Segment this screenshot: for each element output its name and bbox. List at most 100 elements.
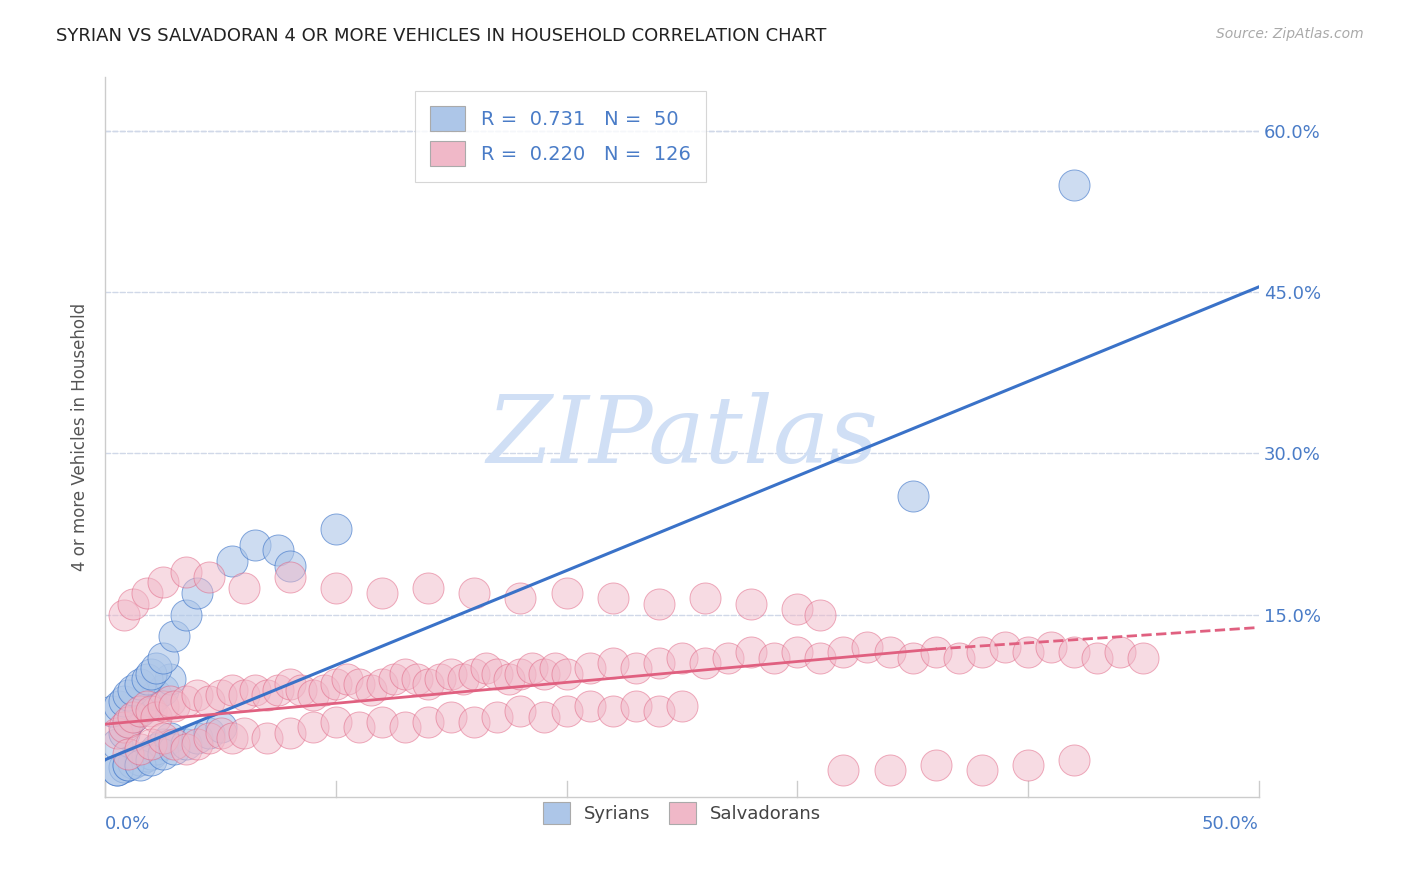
Point: [1063, 178, 1085, 192]
Point: [152, 731, 174, 746]
Point: [105, 737, 128, 751]
Point: [278, 725, 301, 739]
Legend: Syrians, Salvadorans: Syrians, Salvadorans: [536, 795, 828, 831]
Point: [347, 720, 370, 734]
Point: [159, 672, 181, 686]
Point: [302, 720, 325, 734]
Point: [360, 682, 382, 697]
Point: [440, 666, 463, 681]
Point: [1040, 640, 1063, 654]
Point: [693, 591, 716, 606]
Point: [509, 704, 531, 718]
Point: [544, 661, 567, 675]
Point: [371, 586, 394, 600]
Point: [145, 709, 167, 723]
Point: [648, 597, 671, 611]
Point: [209, 688, 232, 702]
Text: ZIPatlas: ZIPatlas: [486, 392, 877, 483]
Point: [122, 756, 145, 770]
Point: [108, 698, 131, 713]
Point: [371, 677, 394, 691]
Point: [671, 650, 693, 665]
Point: [418, 677, 440, 691]
Point: [925, 645, 948, 659]
Point: [740, 597, 762, 611]
Text: SYRIAN VS SALVADORAN 4 OR MORE VEHICLES IN HOUSEHOLD CORRELATION CHART: SYRIAN VS SALVADORAN 4 OR MORE VEHICLES …: [56, 27, 827, 45]
Point: [221, 731, 243, 746]
Point: [648, 656, 671, 670]
Point: [1063, 753, 1085, 767]
Point: [314, 682, 336, 697]
Point: [135, 698, 157, 713]
Point: [141, 666, 163, 681]
Point: [145, 742, 167, 756]
Point: [105, 764, 128, 778]
Point: [1132, 650, 1154, 665]
Point: [186, 586, 208, 600]
Point: [112, 760, 135, 774]
Point: [152, 698, 174, 713]
Point: [278, 677, 301, 691]
Point: [925, 758, 948, 772]
Point: [117, 688, 139, 702]
Point: [786, 602, 808, 616]
Point: [717, 650, 740, 665]
Point: [174, 565, 197, 579]
Point: [498, 672, 520, 686]
Point: [105, 764, 128, 778]
Point: [209, 725, 232, 739]
Point: [325, 522, 347, 536]
Point: [122, 682, 145, 697]
Point: [1063, 645, 1085, 659]
Point: [429, 672, 451, 686]
Point: [463, 586, 485, 600]
Point: [198, 731, 221, 746]
Point: [533, 709, 555, 723]
Point: [152, 682, 174, 697]
Point: [152, 737, 174, 751]
Point: [509, 666, 531, 681]
Point: [174, 693, 197, 707]
Point: [808, 607, 831, 622]
Point: [463, 666, 485, 681]
Point: [128, 677, 150, 691]
Point: [128, 742, 150, 756]
Point: [624, 698, 647, 713]
Point: [117, 747, 139, 762]
Point: [786, 645, 808, 659]
Point: [159, 731, 181, 746]
Point: [128, 704, 150, 718]
Point: [418, 714, 440, 729]
Point: [1085, 650, 1108, 665]
Point: [555, 666, 578, 681]
Point: [232, 725, 254, 739]
Point: [901, 650, 924, 665]
Point: [232, 581, 254, 595]
Point: [970, 645, 993, 659]
Point: [243, 538, 266, 552]
Point: [509, 591, 531, 606]
Point: [648, 704, 671, 718]
Point: [578, 698, 600, 713]
Point: [243, 682, 266, 697]
Point: [174, 742, 197, 756]
Point: [105, 725, 128, 739]
Point: [347, 677, 370, 691]
Point: [117, 714, 139, 729]
Point: [948, 650, 970, 665]
Point: [267, 543, 290, 558]
Point: [117, 758, 139, 772]
Point: [879, 764, 901, 778]
Point: [198, 570, 221, 584]
Point: [994, 640, 1017, 654]
Point: [394, 720, 416, 734]
Point: [141, 737, 163, 751]
Point: [1017, 758, 1039, 772]
Point: [970, 764, 993, 778]
Point: [671, 698, 693, 713]
Point: [141, 704, 163, 718]
Point: [693, 656, 716, 670]
Point: [451, 672, 474, 686]
Point: [128, 758, 150, 772]
Point: [135, 698, 157, 713]
